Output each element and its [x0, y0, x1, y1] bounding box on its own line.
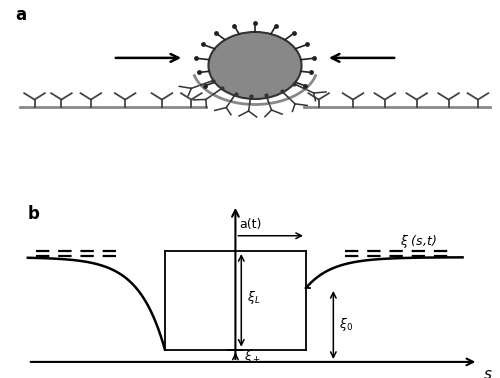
Text: $\xi_L$: $\xi_L$ [247, 289, 260, 306]
Text: $\xi$ (s,t): $\xi$ (s,t) [400, 232, 437, 249]
Ellipse shape [208, 32, 302, 99]
Text: $\xi_+$: $\xi_+$ [244, 349, 261, 366]
Text: s: s [484, 367, 492, 378]
Text: b: b [28, 205, 40, 223]
Text: a(t): a(t) [240, 218, 262, 231]
Text: $\xi_0$: $\xi_0$ [339, 316, 353, 333]
Text: a: a [15, 6, 26, 24]
